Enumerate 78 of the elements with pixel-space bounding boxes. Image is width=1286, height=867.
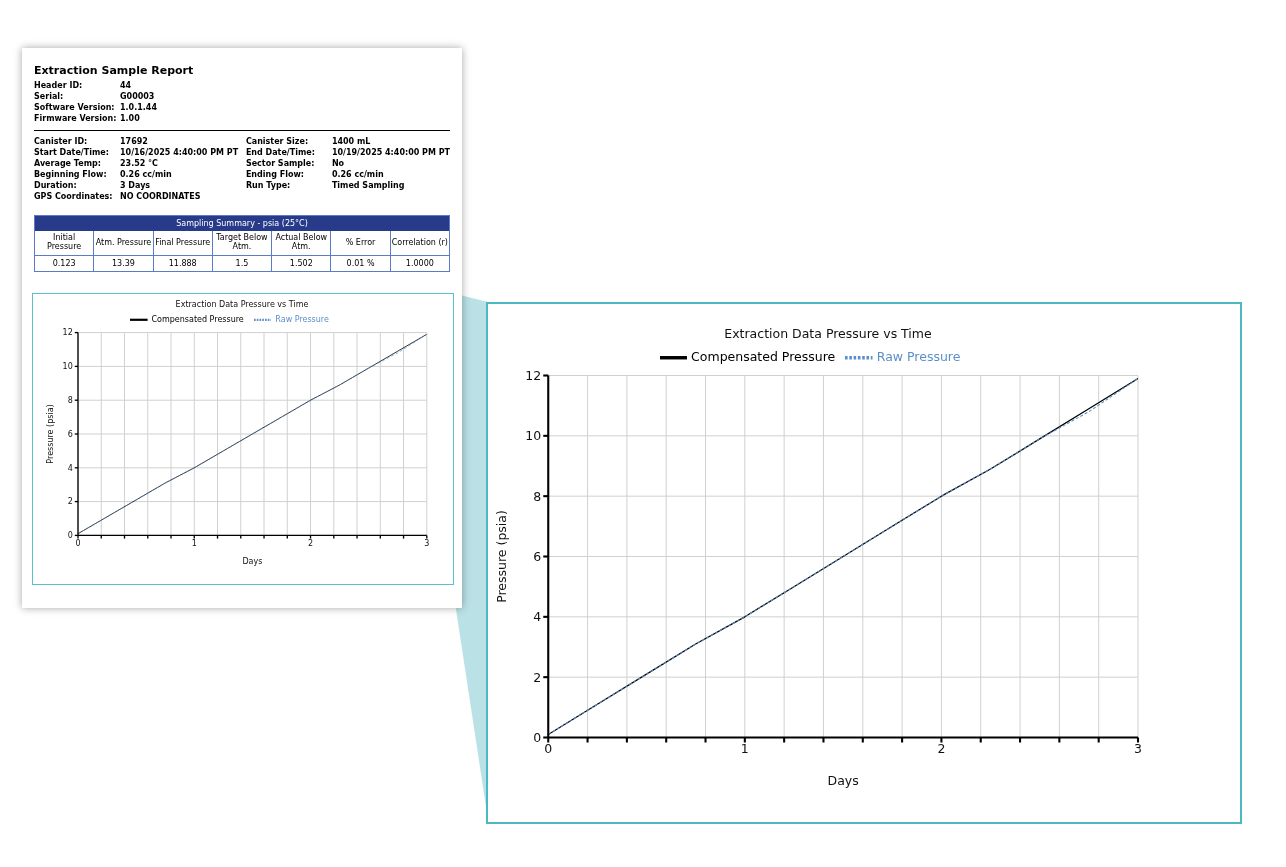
x-tick-label: 1 (191, 539, 197, 549)
text: 10/19/2025 4:40:00 PM PT (331, 148, 450, 159)
text: 11.888 (168, 259, 197, 268)
text: End Date/Time: (245, 148, 316, 159)
text: 23.52 °C (120, 159, 158, 170)
y-tick-label: 8 (533, 488, 542, 504)
category-label: Actual Below Atm. (272, 231, 331, 256)
chart-title: Extraction Data Pressure vs Time (174, 300, 310, 311)
text: Ending Flow: (245, 170, 306, 181)
text: Start Date/Time: (34, 148, 110, 159)
text: Header ID: (34, 81, 84, 92)
x-axis-title: Days (827, 772, 859, 788)
legend-label: Raw Pressure (876, 348, 961, 364)
y-tick-label: 4 (67, 463, 73, 473)
category-label: Final Pressure (153, 231, 212, 256)
text: 3 Days (120, 181, 151, 192)
y-axis-title: Pressure (psia) (494, 509, 510, 603)
text: Canister Size: (245, 137, 310, 148)
category-label: Initial Pressure (35, 231, 94, 256)
y-tick-label: 4 (533, 608, 542, 624)
text: 13.39 (111, 259, 135, 268)
y-tick-label: 6 (67, 430, 73, 440)
text: NO COORDINATES (120, 192, 201, 203)
y-tick-label: 10 (62, 362, 73, 372)
text: 0.26 cc/min (120, 170, 172, 181)
x-axis-title: Days (242, 557, 263, 567)
text: Run Type: (245, 181, 292, 192)
y-tick-label: 6 (533, 548, 542, 564)
text: 1400 mL (331, 137, 371, 148)
text: Extraction Sample Report (34, 64, 195, 77)
text: GPS Coordinates: (34, 192, 114, 203)
x-tick-label: 1 (740, 740, 749, 756)
text: 1.502 (289, 259, 313, 268)
y-tick-label: 0 (533, 729, 542, 745)
category-label: % Error (331, 231, 390, 256)
y-tick-label: 12 (525, 367, 542, 383)
text: 1.0.1.44 (120, 103, 157, 114)
y-tick-label: 10 (525, 427, 542, 443)
legend-label: Compensated Pressure (151, 315, 244, 325)
text: Sampling Summary - psia (25°C) (35, 216, 449, 231)
legend-label: Raw Pressure (275, 315, 329, 325)
x-tick-label: 0 (75, 539, 81, 549)
text: 1.00 (120, 114, 140, 125)
y-tick-label: 2 (533, 669, 542, 685)
y-tick-label: 8 (67, 396, 73, 406)
text: 0.26 cc/min (331, 170, 384, 181)
category-label: Target Below Atm. (212, 231, 272, 256)
text: 0.01 % (346, 259, 375, 268)
x-tick-label: 2 (307, 539, 314, 549)
x-tick-label: 3 (424, 539, 430, 549)
text: 10/16/2025 4:40:00 PM PT (120, 148, 239, 159)
chart-title: Extraction Data Pressure vs Time (723, 326, 933, 343)
text: Sector Sample: (245, 159, 316, 170)
text: Timed Sampling (331, 181, 405, 192)
text: Canister ID: (34, 137, 89, 148)
text: G00003 (120, 92, 155, 103)
text: Serial: (34, 92, 65, 103)
text: Duration: (34, 181, 78, 192)
text: 1.5 (235, 259, 249, 268)
y-tick-label: 2 (67, 497, 73, 507)
x-tick-label: 3 (1134, 740, 1142, 756)
text: 0.123 (52, 259, 76, 268)
x-tick-label: 0 (544, 740, 553, 756)
text: Average Temp: (34, 159, 102, 170)
y-axis-title: Pressure (psia) (46, 404, 56, 464)
text: Beginning Flow: (34, 170, 108, 181)
text: 44 (120, 81, 132, 92)
text: Software Version: (34, 103, 116, 114)
text: No (331, 159, 345, 170)
x-tick-label: 2 (937, 740, 946, 756)
text: 1.0000 (405, 259, 434, 268)
text: 17692 (120, 137, 148, 148)
text: Firmware Version: (34, 114, 118, 125)
legend-label: Compensated Pressure (691, 348, 836, 364)
y-tick-label: 12 (62, 328, 73, 338)
category-label: Atm. Pressure (94, 231, 153, 256)
category-label: Correlation (r) (390, 231, 449, 256)
y-tick-label: 0 (67, 531, 73, 541)
